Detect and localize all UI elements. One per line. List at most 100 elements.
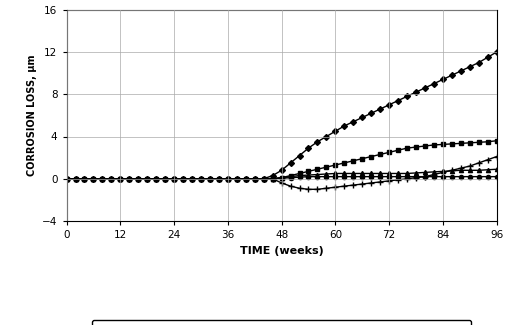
ECR-10h-45	[251, 177, 258, 181]
ECR(HY)-10h-45	[207, 177, 213, 181]
ECR-10h-45	[117, 177, 123, 181]
Y-axis label: CORROSION LOSS, µm: CORROSION LOSS, µm	[27, 55, 36, 176]
ECR(DCI)-10h-45	[377, 180, 383, 184]
ECR(RH)-10h-45	[144, 177, 151, 181]
ECR(HY)-10h-45	[243, 177, 249, 181]
ECR(HY)-10h-45	[350, 175, 356, 179]
ECR(RH)-10h-45	[225, 177, 231, 181]
ECR(DCI)-10h-45	[287, 184, 293, 188]
ECR(DCI)-10h-45	[395, 178, 401, 182]
ECR(primer/Ca(NO2)2)-10h-45	[404, 94, 410, 98]
ECR(DCI)-10h-45	[81, 177, 88, 181]
ECR(RH)-10h-45	[296, 174, 303, 177]
ECR(DCI)-10h-45	[126, 177, 132, 181]
ECR(primer/Ca(NO2)2)-10h-45	[476, 60, 482, 64]
ECR-10h-45	[207, 177, 213, 181]
ECR(primer/Ca(NO2)2)-10h-45	[296, 153, 303, 157]
ECR(HY)-10h-45	[359, 175, 365, 179]
ECR(RH)-10h-45	[189, 177, 195, 181]
ECR(DCI)-10h-45	[117, 177, 123, 181]
ECR(DCI)-10h-45	[449, 168, 455, 172]
ECR(DCI)-10h-45	[162, 177, 168, 181]
ECR(DCI)-10h-45	[90, 177, 96, 181]
ECR(DCI)-10h-45	[99, 177, 105, 181]
ECR(HY)-10h-45	[73, 177, 79, 181]
ECR(HY)-10h-45	[189, 177, 195, 181]
ECR(primer/Ca(NO2)2)-10h-45	[171, 177, 177, 181]
ECR-10h-45	[458, 141, 464, 145]
ECR(HY)-10h-45	[261, 177, 267, 181]
ECR-10h-45	[359, 157, 365, 161]
ECR(primer/Ca(NO2)2)-10h-45	[269, 174, 275, 177]
ECR(DCI)-10h-45	[216, 177, 222, 181]
ECR(primer/Ca(NO2)2)-10h-45	[162, 177, 168, 181]
ECR(RH)-10h-45	[261, 177, 267, 181]
ECR(RH)-10h-45	[63, 177, 70, 181]
ECR-10h-45	[422, 144, 428, 148]
ECR(RH)-10h-45	[395, 172, 401, 176]
ECR(DCI)-10h-45	[440, 170, 446, 174]
ECR(RH)-10h-45	[73, 177, 79, 181]
ECR(RH)-10h-45	[466, 168, 473, 172]
ECR(primer/Ca(NO2)2)-10h-45	[198, 177, 204, 181]
ECR(HY)-10h-45	[332, 175, 338, 179]
ECR(primer/Ca(NO2)2)-10h-45	[413, 90, 419, 94]
ECR(RH)-10h-45	[279, 176, 285, 180]
ECR(primer/Ca(NO2)2)-10h-45	[359, 116, 365, 120]
ECR(DCI)-10h-45	[225, 177, 231, 181]
ECR-10h-45	[261, 177, 267, 181]
ECR(DCI)-10h-45	[350, 183, 356, 187]
ECR-10h-45	[109, 177, 115, 181]
ECR-10h-45	[413, 145, 419, 149]
ECR(RH)-10h-45	[449, 169, 455, 173]
ECR-10h-45	[287, 174, 293, 177]
ECR(HY)-10h-45	[413, 175, 419, 179]
ECR(RH)-10h-45	[350, 172, 356, 176]
ECR-10h-45	[332, 163, 338, 167]
ECR(HY)-10h-45	[135, 177, 141, 181]
ECR(HY)-10h-45	[476, 175, 482, 179]
ECR-10h-45	[233, 177, 240, 181]
ECR(HY)-10h-45	[269, 177, 275, 181]
ECR(DCI)-10h-45	[243, 177, 249, 181]
ECR(DCI)-10h-45	[279, 181, 285, 185]
Line: ECR(DCI)-10h-45: ECR(DCI)-10h-45	[64, 154, 499, 192]
ECR(HY)-10h-45	[153, 177, 159, 181]
ECR(primer/Ca(NO2)2)-10h-45	[386, 103, 392, 107]
ECR-10h-45	[171, 177, 177, 181]
ECR(HY)-10h-45	[377, 175, 383, 179]
ECR(DCI)-10h-45	[144, 177, 151, 181]
ECR(HY)-10h-45	[99, 177, 105, 181]
ECR(DCI)-10h-45	[422, 175, 428, 179]
ECR-10h-45	[135, 177, 141, 181]
ECR(RH)-10h-45	[324, 172, 330, 176]
ECR(primer/Ca(NO2)2)-10h-45	[494, 50, 500, 54]
ECR(primer/Ca(NO2)2)-10h-45	[63, 177, 70, 181]
ECR(primer/Ca(NO2)2)-10h-45	[341, 124, 347, 128]
ECR(primer/Ca(NO2)2)-10h-45	[431, 82, 437, 85]
ECR-10h-45	[484, 140, 490, 144]
ECR(HY)-10h-45	[81, 177, 88, 181]
ECR(HY)-10h-45	[109, 177, 115, 181]
ECR(primer/Ca(NO2)2)-10h-45	[126, 177, 132, 181]
ECR(DCI)-10h-45	[180, 177, 186, 181]
ECR-10h-45	[404, 146, 410, 150]
ECR(DCI)-10h-45	[251, 177, 258, 181]
ECR(primer/Ca(NO2)2)-10h-45	[422, 86, 428, 90]
ECR(RH)-10h-45	[484, 168, 490, 172]
ECR(RH)-10h-45	[413, 171, 419, 175]
ECR-10h-45	[386, 150, 392, 154]
ECR(RH)-10h-45	[386, 172, 392, 176]
ECR(DCI)-10h-45	[324, 186, 330, 190]
ECR-10h-45	[350, 159, 356, 163]
ECR(HY)-10h-45	[324, 175, 330, 179]
ECR(DCI)-10h-45	[368, 181, 374, 185]
ECR(DCI)-10h-45	[359, 182, 365, 186]
ECR(primer/Ca(NO2)2)-10h-45	[440, 77, 446, 81]
ECR(HY)-10h-45	[144, 177, 151, 181]
ECR-10h-45	[225, 177, 231, 181]
ECR(primer/Ca(NO2)2)-10h-45	[189, 177, 195, 181]
ECR(primer/Ca(NO2)2)-10h-45	[368, 111, 374, 115]
ECR(HY)-10h-45	[314, 175, 321, 179]
ECR-10h-45	[314, 167, 321, 171]
